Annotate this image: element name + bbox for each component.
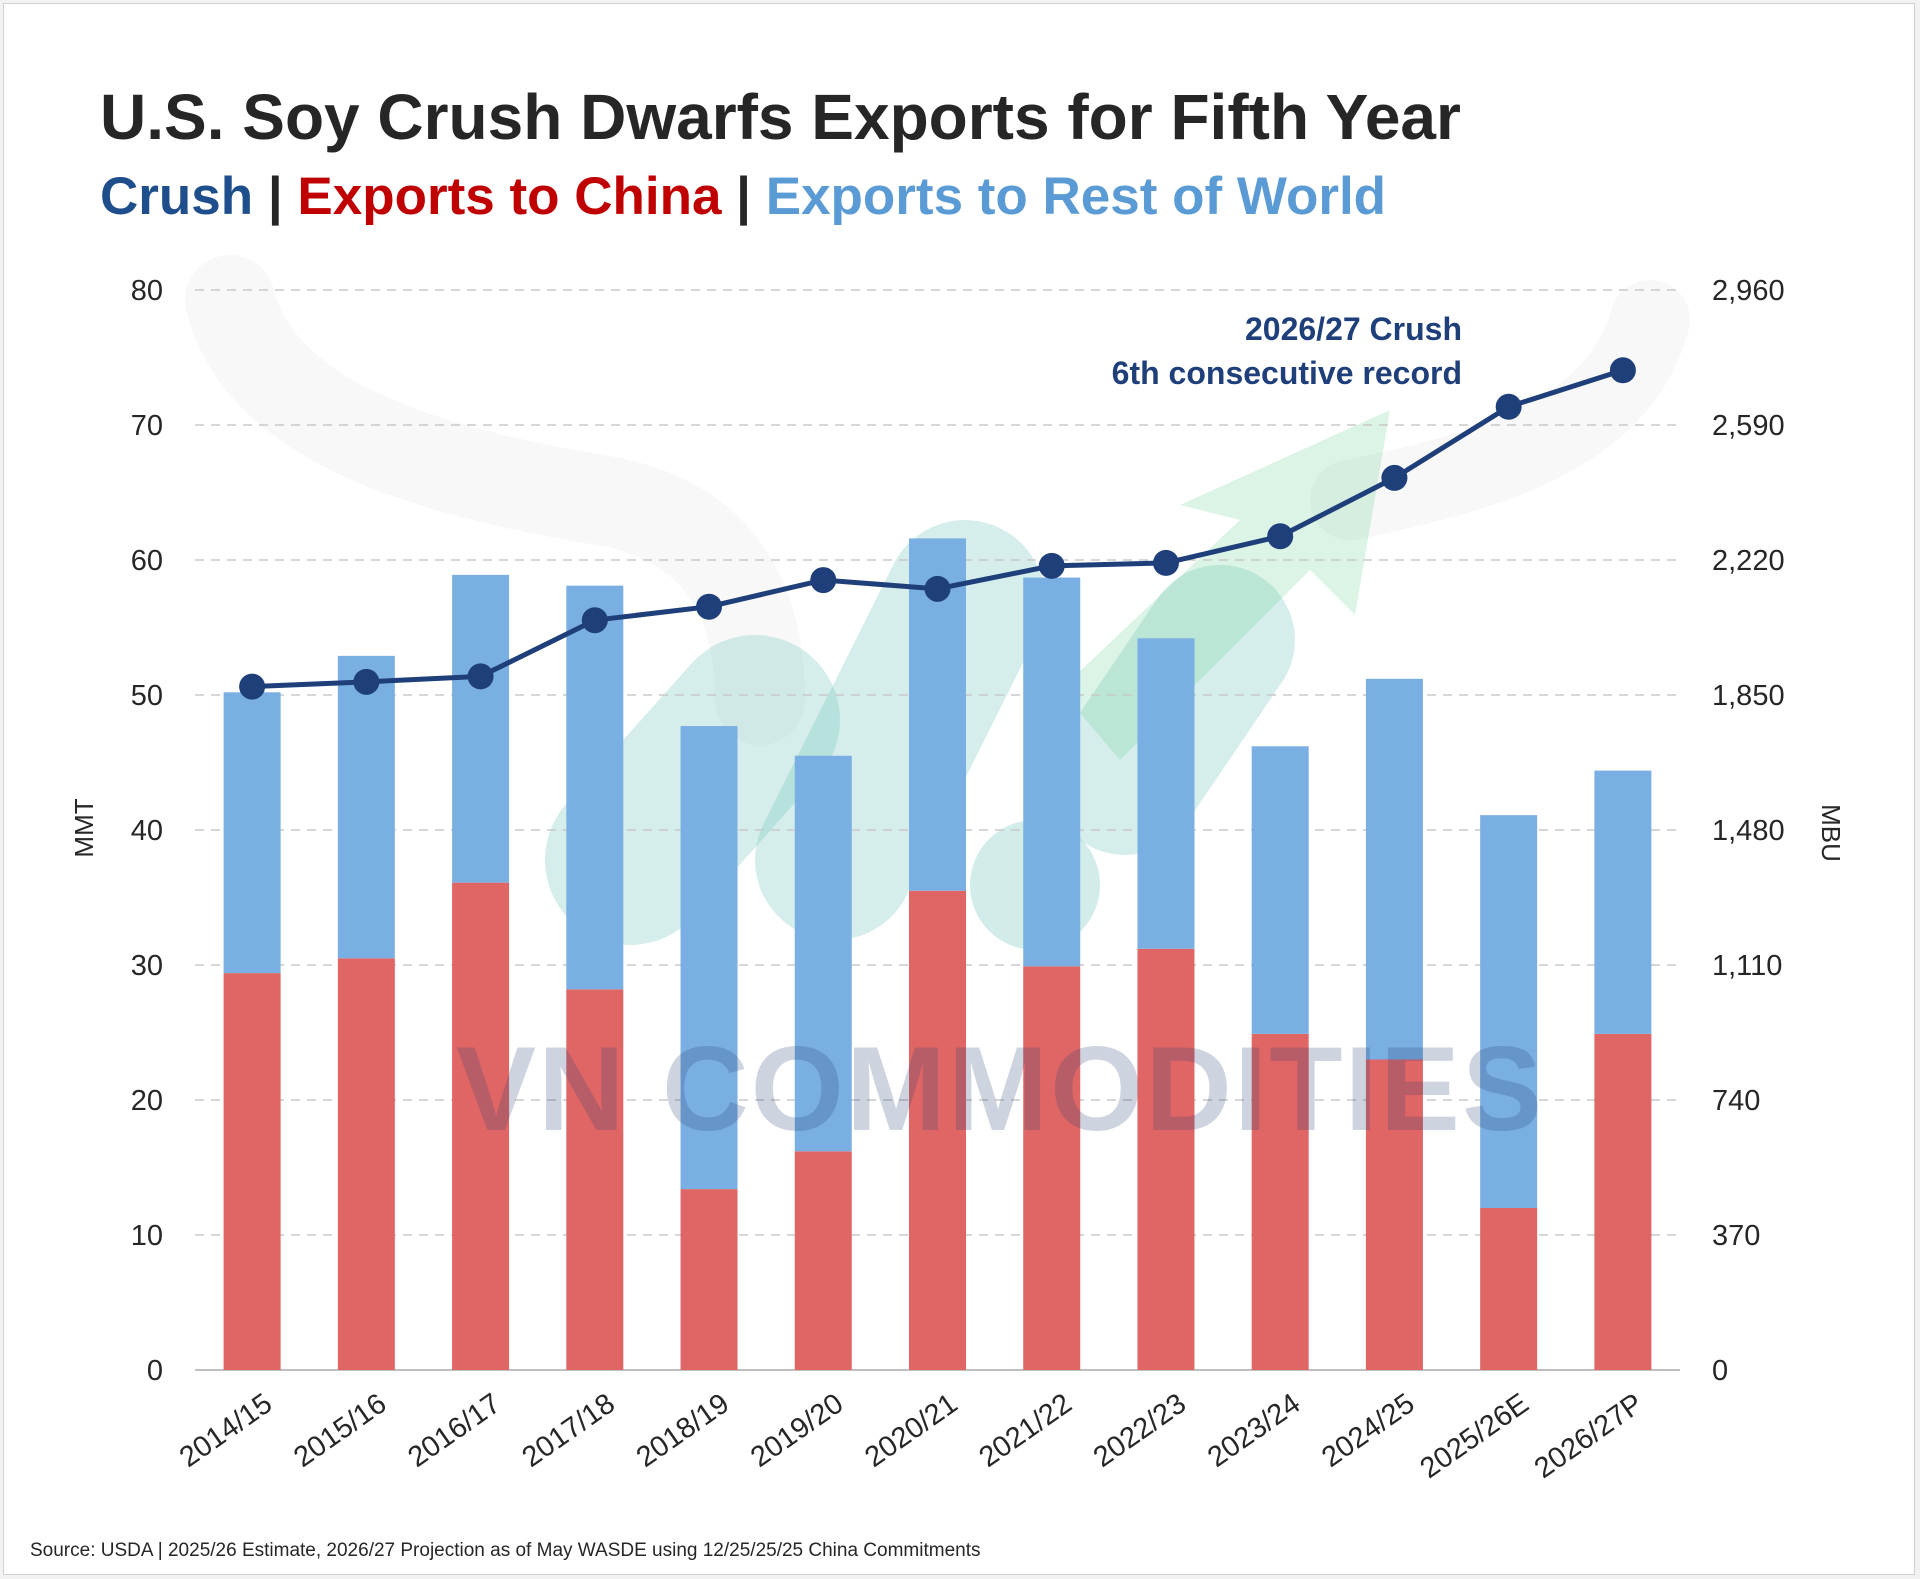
bar-exports-row: [794, 755, 852, 1152]
crush-point: [353, 668, 380, 695]
crush-point: [239, 673, 266, 700]
crush-point: [467, 663, 494, 690]
right-tick-label: 1,110: [1712, 950, 1782, 982]
bar-exports-row: [680, 726, 738, 1190]
bar-exports-china: [337, 958, 395, 1370]
right-tick-label: 1,480: [1712, 815, 1785, 847]
right-tick-label: 0: [1712, 1355, 1728, 1387]
bar-exports-china: [1365, 1059, 1423, 1370]
bar-exports-china: [1023, 966, 1081, 1370]
watermark-text: VN COMMODITIES: [456, 1022, 1544, 1156]
left-tick-label: 80: [131, 275, 163, 307]
bar-exports-row: [1365, 678, 1423, 1060]
x-tick-label: 2016/17: [402, 1388, 506, 1474]
right-axis-ticks: 0 370 740 1,110 1,480 1,850 2,220 2,590 2,960: [1712, 275, 1785, 1387]
left-tick-label: 40: [131, 815, 163, 847]
crush-point: [1609, 357, 1636, 384]
right-tick-label: 2,590: [1712, 410, 1785, 442]
subtitle-exports-row: Exports to Rest of World: [765, 167, 1387, 226]
x-tick-label: 2015/16: [288, 1388, 392, 1474]
right-tick-label: 2,220: [1712, 545, 1785, 577]
left-tick-label: 50: [131, 680, 163, 712]
source-note: Source: USDA | 2025/26 Estimate, 2026/27…: [30, 1540, 981, 1561]
left-tick-label: 0: [147, 1355, 163, 1387]
bar-exports-row: [1137, 638, 1195, 949]
bar-exports-row: [1251, 746, 1309, 1034]
chart-title: U.S. Soy Crush Dwarfs Exports for Fifth …: [100, 81, 1461, 153]
crush-point: [1495, 393, 1522, 420]
left-tick-label: 20: [131, 1085, 163, 1117]
subtitle-crush: Crush: [100, 167, 254, 226]
chart-subtitle: Crush | Exports to China | Exports to Re…: [100, 166, 1386, 227]
x-tick-label: 2026/27P: [1529, 1388, 1649, 1485]
x-tick-label: 2022/23: [1088, 1388, 1192, 1474]
x-tick-label: 2019/20: [745, 1388, 849, 1474]
bar-exports-row: [1480, 815, 1538, 1208]
bar-exports-china: [909, 890, 966, 1370]
right-tick-label: 370: [1712, 1220, 1760, 1252]
crush-point: [1381, 464, 1408, 491]
crush-point: [581, 607, 608, 634]
x-tick-label: 2020/21: [859, 1388, 963, 1474]
bar-exports-china: [223, 973, 281, 1370]
bars-group: [223, 538, 1652, 1370]
x-axis-ticks: 2014/15 2015/16 2016/17 2017/18 2018/19 2019/…: [174, 1388, 1649, 1485]
left-axis-title: MMT: [69, 798, 99, 857]
bar-exports-china: [566, 989, 624, 1370]
x-tick-label: 2018/19: [631, 1388, 735, 1474]
right-tick-label: 740: [1712, 1085, 1760, 1117]
bar-exports-china: [1594, 1033, 1652, 1370]
left-tick-label: 10: [131, 1220, 163, 1252]
bar-exports-china: [1137, 948, 1195, 1370]
left-tick-label: 60: [131, 545, 163, 577]
bar-exports-row: [223, 692, 281, 974]
x-tick-label: 2023/24: [1202, 1388, 1306, 1474]
subtitle-separator: |: [253, 167, 298, 226]
bar-exports-china: [452, 882, 510, 1370]
x-tick-label: 2017/18: [517, 1388, 621, 1474]
subtitle-exports-china: Exports to China: [297, 167, 722, 226]
crush-point: [810, 567, 837, 594]
bar-exports-china: [794, 1151, 852, 1370]
left-tick-label: 70: [131, 410, 163, 442]
annotation-line-1: 2026/27 Crush: [1245, 311, 1462, 347]
crush-point: [1152, 549, 1179, 576]
crush-point: [696, 593, 723, 620]
bar-exports-row: [566, 585, 624, 990]
crush-point: [1038, 552, 1065, 579]
crush-point: [1267, 523, 1294, 550]
x-tick-label: 2014/15: [174, 1388, 278, 1474]
bar-exports-row: [452, 574, 510, 883]
bar-exports-row: [1023, 577, 1081, 967]
left-axis-ticks: 0 10 20 30 40 50 60 70 80: [131, 275, 163, 1387]
bar-exports-china: [680, 1189, 738, 1370]
right-tick-label: 2,960: [1712, 275, 1785, 307]
bar-exports-china: [1251, 1033, 1309, 1370]
left-tick-label: 30: [131, 950, 163, 982]
bar-exports-row: [1594, 770, 1652, 1034]
right-axis-title: MBU: [1816, 804, 1846, 862]
subtitle-separator: |: [721, 167, 766, 226]
x-tick-label: 2025/26E: [1415, 1388, 1535, 1485]
crush-line-group: [239, 357, 1636, 700]
x-tick-label: 2021/22: [974, 1388, 1078, 1474]
bar-exports-china: [1480, 1208, 1538, 1370]
right-tick-label: 1,850: [1712, 680, 1785, 712]
crush-point: [924, 575, 951, 602]
bar-exports-row: [337, 655, 395, 959]
x-tick-label: 2024/25: [1316, 1388, 1420, 1474]
annotation-line-2: 6th consecutive record: [1112, 355, 1462, 391]
